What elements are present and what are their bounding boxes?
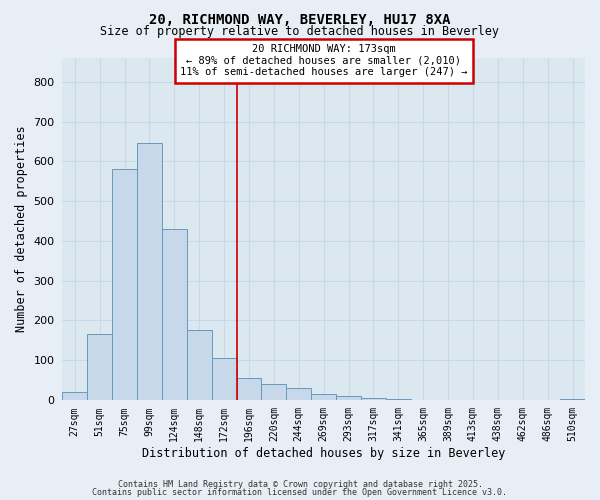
Bar xyxy=(361,398,386,400)
Bar xyxy=(336,396,361,400)
Bar xyxy=(386,399,411,400)
Bar xyxy=(137,144,162,400)
Bar xyxy=(62,392,87,400)
Bar xyxy=(286,388,311,400)
Bar xyxy=(87,334,112,400)
Bar xyxy=(560,399,585,400)
Bar xyxy=(162,229,187,400)
X-axis label: Distribution of detached houses by size in Beverley: Distribution of detached houses by size … xyxy=(142,447,505,460)
Bar xyxy=(262,384,286,400)
Bar xyxy=(187,330,212,400)
Bar xyxy=(112,170,137,400)
Bar xyxy=(311,394,336,400)
Text: Size of property relative to detached houses in Beverley: Size of property relative to detached ho… xyxy=(101,25,499,38)
Text: 20 RICHMOND WAY: 173sqm
← 89% of detached houses are smaller (2,010)
11% of semi: 20 RICHMOND WAY: 173sqm ← 89% of detache… xyxy=(180,44,467,78)
Bar xyxy=(236,378,262,400)
Bar xyxy=(212,358,236,400)
Text: Contains public sector information licensed under the Open Government Licence v3: Contains public sector information licen… xyxy=(92,488,508,497)
Text: 20, RICHMOND WAY, BEVERLEY, HU17 8XA: 20, RICHMOND WAY, BEVERLEY, HU17 8XA xyxy=(149,12,451,26)
Y-axis label: Number of detached properties: Number of detached properties xyxy=(15,126,28,332)
Text: Contains HM Land Registry data © Crown copyright and database right 2025.: Contains HM Land Registry data © Crown c… xyxy=(118,480,482,489)
